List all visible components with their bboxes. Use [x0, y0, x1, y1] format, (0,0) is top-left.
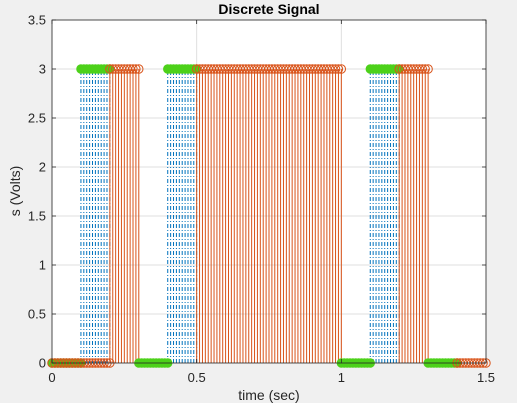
y-tick-label: 1.5 [28, 209, 46, 224]
axes-box [51, 19, 487, 364]
series-2-marker [336, 64, 347, 74]
y-tick-label: 1 [39, 258, 46, 273]
series-2-marker [417, 64, 428, 74]
x-axis-title: time (sec) [238, 387, 299, 403]
y-axis-title: s (Volts) [7, 166, 23, 217]
series-2-marker [134, 64, 144, 74]
y-tick-label: 0.5 [28, 307, 46, 322]
series-2-marker [131, 64, 141, 74]
series-2-marker [330, 64, 341, 74]
x-tick-label: 1.5 [477, 370, 495, 385]
y-tick-label: 0 [39, 356, 46, 371]
series-2-marker [420, 64, 430, 74]
x-tick-label: 0.5 [188, 370, 206, 385]
series-2-marker [128, 64, 138, 74]
chart-title: Discrete Signal [218, 1, 319, 17]
y-tick-label: 3.5 [28, 13, 46, 28]
stems [80, 69, 429, 363]
series-2-marker [333, 64, 344, 74]
x-tick-label: 1 [338, 370, 345, 385]
series-2-marker [423, 64, 433, 74]
axis-ticks: 0 0.5 1 1.5 0 0.5 1 1.5 2 2.5 3 3.5 [28, 13, 495, 386]
y-tick-label: 2.5 [28, 111, 46, 126]
x-tick-label: 0 [48, 370, 55, 385]
y-tick-label: 3 [39, 62, 46, 77]
y-tick-label: 2 [39, 160, 46, 175]
